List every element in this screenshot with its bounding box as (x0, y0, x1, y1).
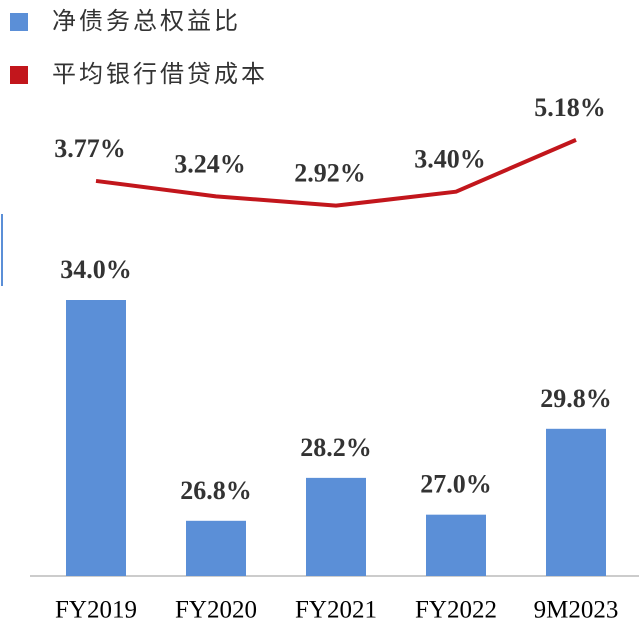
bar (426, 514, 486, 576)
x-tick-label: FY2020 (175, 597, 257, 624)
data-label: 28.2% (300, 433, 372, 462)
x-tick-label: FY2022 (415, 597, 497, 624)
data-label: 34.0% (60, 255, 132, 284)
data-label: 26.8% (180, 476, 252, 505)
bar (546, 428, 606, 576)
legend-label: 净债务总权益比 (52, 7, 241, 35)
data-label: 5.18% (534, 93, 606, 122)
bar (66, 300, 126, 576)
legend-label: 平均银行借贷成本 (52, 60, 268, 88)
legend-swatch (10, 66, 28, 84)
bar (186, 520, 246, 576)
data-label: 2.92% (294, 159, 366, 188)
data-label: 3.77% (54, 134, 126, 163)
x-tick-label: 9M2023 (534, 597, 619, 624)
data-label: 3.24% (174, 149, 246, 178)
legend-swatch (10, 13, 28, 31)
line (95, 138, 577, 208)
x-tick-label: FY2019 (55, 597, 137, 624)
data-label: 29.8% (540, 384, 612, 413)
bar (306, 477, 366, 576)
data-label: 27.0% (420, 470, 492, 499)
data-label: 3.40% (414, 145, 486, 174)
x-tick-label: FY2021 (295, 597, 377, 624)
